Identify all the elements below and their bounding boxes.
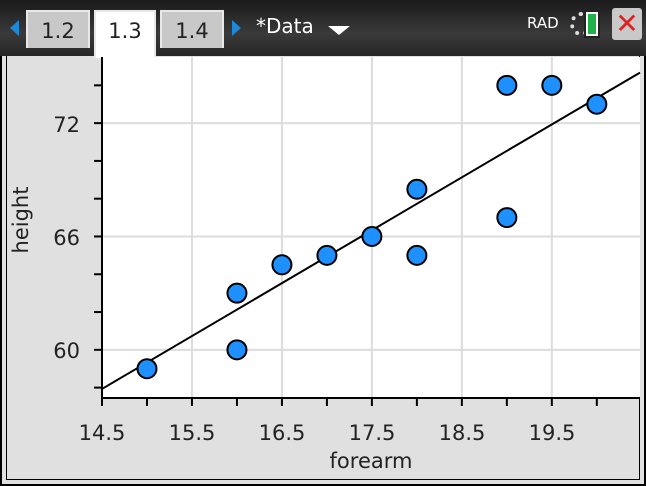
data-point — [406, 244, 428, 266]
data-point — [406, 178, 428, 200]
document-title[interactable]: *Data — [256, 14, 314, 38]
top-bar: 1.2 1.3 1.4 *Data RAD ✕ — [0, 0, 646, 58]
data-point — [316, 244, 338, 266]
y-tick-label: 72 — [53, 113, 80, 137]
y-axis-label: height — [9, 187, 33, 254]
data-point — [226, 282, 248, 304]
x-tick-label: 18.5 — [439, 421, 486, 445]
x-tick-label: 16.5 — [259, 421, 306, 445]
data-point — [586, 93, 608, 115]
data-point — [496, 207, 518, 229]
data-point — [361, 225, 383, 247]
tab-1-4[interactable]: 1.4 — [160, 10, 224, 48]
data-point — [271, 254, 293, 276]
tab-1-3[interactable]: 1.3 — [94, 10, 156, 58]
tab-left-arrow-icon[interactable] — [10, 20, 19, 36]
data-point — [226, 339, 248, 361]
x-tick-label: 17.5 — [349, 421, 396, 445]
data-point — [496, 74, 518, 96]
x-tick-label: 19.5 — [529, 421, 576, 445]
close-icon[interactable]: ✕ — [612, 8, 642, 40]
battery-icon — [584, 10, 600, 38]
data-point — [541, 74, 563, 96]
y-tick-label: 60 — [53, 339, 80, 363]
x-tick-label: 15.5 — [169, 421, 216, 445]
x-tick-label: 14.5 — [79, 421, 126, 445]
tab-1-2[interactable]: 1.2 — [26, 10, 90, 48]
y-tick-label: 66 — [53, 226, 80, 250]
tab-right-arrow-icon[interactable] — [232, 20, 241, 36]
data-point — [136, 358, 158, 380]
x-axis-label: forearm — [330, 449, 413, 473]
angle-mode: RAD — [527, 14, 559, 32]
dropdown-caret-icon[interactable] — [328, 26, 350, 35]
